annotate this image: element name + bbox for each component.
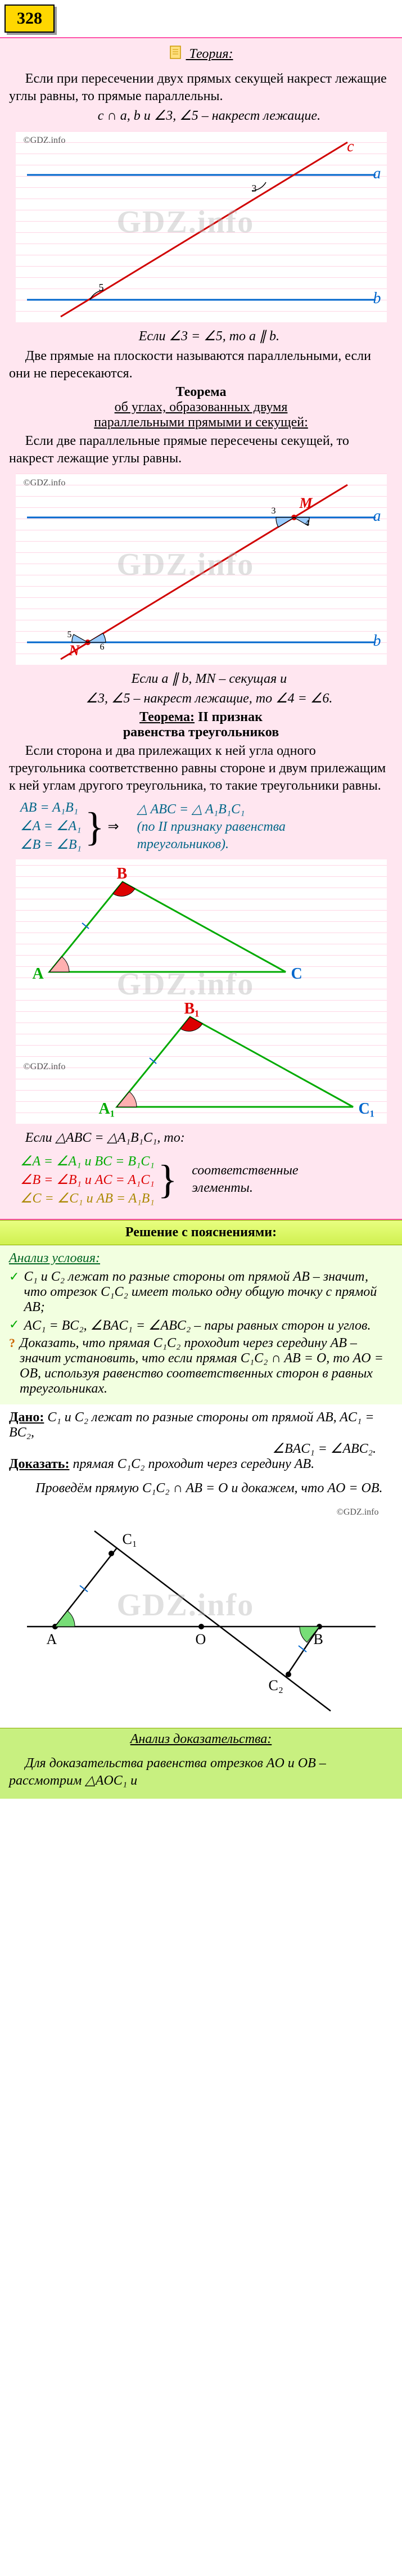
theory-p6b: ∠3, ∠5 – накрест лежащие, то ∠4 = ∠6.	[9, 690, 393, 708]
theorem2-title: II признак	[198, 710, 263, 724]
diagram-4: ©GDZ.info GDZ.info A B O C₁ C₂	[16, 1503, 387, 1717]
theorem2: Теорема: II признак	[9, 710, 393, 725]
given-section: Дано: C₁ и C₂ лежат по разные стороны от…	[0, 1404, 402, 1728]
theorem-title1: об углах, образованных двумя	[9, 400, 393, 415]
label-ang5: 5	[99, 282, 104, 294]
theory-p6a: Если a ∥ b, MN – секущая и	[9, 670, 393, 688]
equation-group-1: AB = A₁B₁ ∠A = ∠A₁ ∠B = ∠B₁ } ⇒ △ ABC = …	[9, 799, 393, 854]
notebook-icon	[169, 45, 183, 65]
b2-text: AC₁ = BC₂, ∠BAC₁ = ∠ABC₂ – пары равных с…	[24, 1317, 371, 1334]
solution-header: Решение с пояснениями:	[0, 1220, 402, 1245]
dokazat-label: Доказать:	[9, 1457, 69, 1471]
eq3: ∠B = ∠B₁	[20, 836, 82, 853]
dano-text: C₁ и C₂ лежат по разные стороны от прямо…	[9, 1410, 374, 1440]
label-c: c	[347, 138, 354, 156]
proof-analysis-title: Анализ доказательства:	[0, 1728, 402, 1750]
theorem-title2: параллельными прямыми и секущей:	[9, 415, 393, 430]
proof-text-section: Для доказательства равенства отрезков AO…	[0, 1750, 402, 1799]
eq2: ∠A = ∠A₁	[20, 818, 82, 834]
theory-p4: Две прямые на плоскости называются парал…	[9, 348, 393, 382]
eq-r3: треугольников).	[137, 837, 286, 852]
p8-1: ∠A = ∠A₁ и BC = B₁C₁	[20, 1153, 155, 1169]
theory-p1: Если при пересечении двух прямых секущей…	[9, 70, 393, 105]
lbl4-O: O	[196, 1631, 206, 1648]
label-ang3: 3	[252, 183, 257, 195]
diagram-1-svg	[16, 131, 387, 322]
theory-title: Теория:	[9, 45, 393, 65]
lbl-B: B	[117, 865, 128, 883]
diagram-3-svg	[16, 859, 387, 1124]
copyright-4: ©GDZ.info	[337, 1507, 379, 1517]
dano-row: Дано: C₁ и C₂ лежат по разные стороны от…	[9, 1410, 393, 1440]
copyright-3: ©GDZ.info	[24, 1062, 66, 1072]
eq-r2: (по II признаку равенства	[137, 819, 286, 835]
lbl-B1: B₁	[184, 1000, 200, 1018]
p8-pre: Если △ABC = △A₁B₁C₁, то:	[9, 1129, 393, 1147]
bullet-3: ? Доказать, что прямая C₁C₂ проходит чер…	[9, 1336, 393, 1397]
eq1: AB = A₁B₁	[20, 800, 82, 816]
proof-text: Для доказательства равенства отрезков AO…	[9, 1755, 393, 1790]
theory-p7: Если сторона и два прилежащих к ней угла…	[9, 742, 393, 795]
lbl4-A: A	[47, 1631, 57, 1648]
label-N: N	[69, 642, 80, 659]
step1: Проведём прямую C₁C₂ ∩ AB = O и докажем,…	[9, 1480, 393, 1497]
question-icon: ?	[9, 1336, 15, 1350]
eq-r1: △ ABC = △ A₁B₁C₁	[137, 801, 286, 817]
label-b2: b	[373, 632, 381, 650]
theorem2-label: Теорема:	[139, 710, 195, 724]
analysis-label: Анализ условия:	[9, 1251, 393, 1266]
problem-number-badge: 328	[4, 4, 55, 33]
equation-group-2: ∠A = ∠A₁ и BC = B₁C₁ ∠B = ∠B₁ и AC = A₁C…	[9, 1152, 393, 1208]
label-ang5b: 5	[67, 630, 72, 640]
lbl-A: A	[33, 965, 44, 983]
b1-text: C₁ и C₂ лежат по разные стороны от прямо…	[24, 1269, 393, 1315]
theorem-label: Теорема	[9, 385, 393, 400]
label-a2: a	[373, 507, 381, 525]
dokazat-row: Доказать: прямая C₁C₂ проходит через сер…	[9, 1457, 393, 1472]
label-ang6: 6	[100, 642, 105, 652]
p8-r1: соответственные	[192, 1163, 298, 1178]
p8-2: ∠B = ∠B₁ и AC = A₁C₁	[20, 1172, 155, 1188]
copyright-1: ©GDZ.info	[24, 136, 66, 146]
lbl4-C1: C₁	[123, 1531, 137, 1548]
bullet-1: ✓ C₁ и C₂ лежат по разные стороны от пря…	[9, 1269, 393, 1315]
copyright-2: ©GDZ.info	[24, 478, 66, 488]
brace-right-2: }	[158, 1161, 178, 1198]
lbl4-C2: C₂	[269, 1677, 283, 1694]
theory-p3: Если ∠3 = ∠5, то a ∥ b.	[9, 328, 393, 345]
b3-text: Доказать, что прямая C₁C₂ проходит через…	[20, 1336, 393, 1397]
label-M: M	[300, 495, 313, 512]
diagram-3: GDZ.info ©GDZ.info A B C A₁ B₁ C₁	[16, 859, 387, 1124]
lbl4-B: B	[314, 1631, 323, 1648]
dano2: ∠BAC₁ = ∠ABC₂.	[9, 1440, 376, 1457]
label-b: b	[373, 290, 381, 308]
lbl-C: C	[291, 965, 302, 983]
solution-analysis: Анализ условия: ✓ C₁ и C₂ лежат по разны…	[0, 1245, 402, 1404]
check-icon: ✓	[9, 1269, 19, 1284]
dano-label: Дано:	[9, 1410, 44, 1425]
theorem2-sub: равенства треугольников	[9, 725, 393, 740]
implies: ⇒	[107, 818, 119, 835]
brace-right: }	[85, 809, 105, 845]
label-ang4: 4	[305, 519, 310, 529]
p8-r2: элементы.	[192, 1181, 298, 1196]
label-ang3b: 3	[272, 506, 276, 516]
theory-label: Теория:	[189, 47, 233, 61]
bullet-2: ✓ AC₁ = BC₂, ∠BAC₁ = ∠ABC₂ – пары равных…	[9, 1317, 393, 1334]
lbl-C1: C₁	[359, 1100, 375, 1118]
diagram-1: ©GDZ.info GDZ.info a b c 3 5	[16, 131, 387, 322]
dokazat-text: прямая C₁C₂ проходит через середину AB.	[73, 1457, 314, 1471]
diagram-2: ©GDZ.info GDZ.info a b M N 3 4 5 6	[16, 474, 387, 665]
theory-section: Теория: Если при пересечении двух прямых…	[0, 37, 402, 1220]
diagram-4-svg	[16, 1503, 387, 1717]
theory-p5: Если две параллельные прямые пересечены …	[9, 433, 393, 467]
p8-3: ∠C = ∠C₁ и AB = A₁B₁	[20, 1190, 155, 1206]
check-icon-2: ✓	[9, 1317, 19, 1332]
theory-p2: c ∩ a, b и ∠3, ∠5 – накрест лежащие.	[9, 107, 393, 125]
label-a: a	[373, 165, 381, 183]
lbl-A1: A₁	[99, 1100, 115, 1118]
